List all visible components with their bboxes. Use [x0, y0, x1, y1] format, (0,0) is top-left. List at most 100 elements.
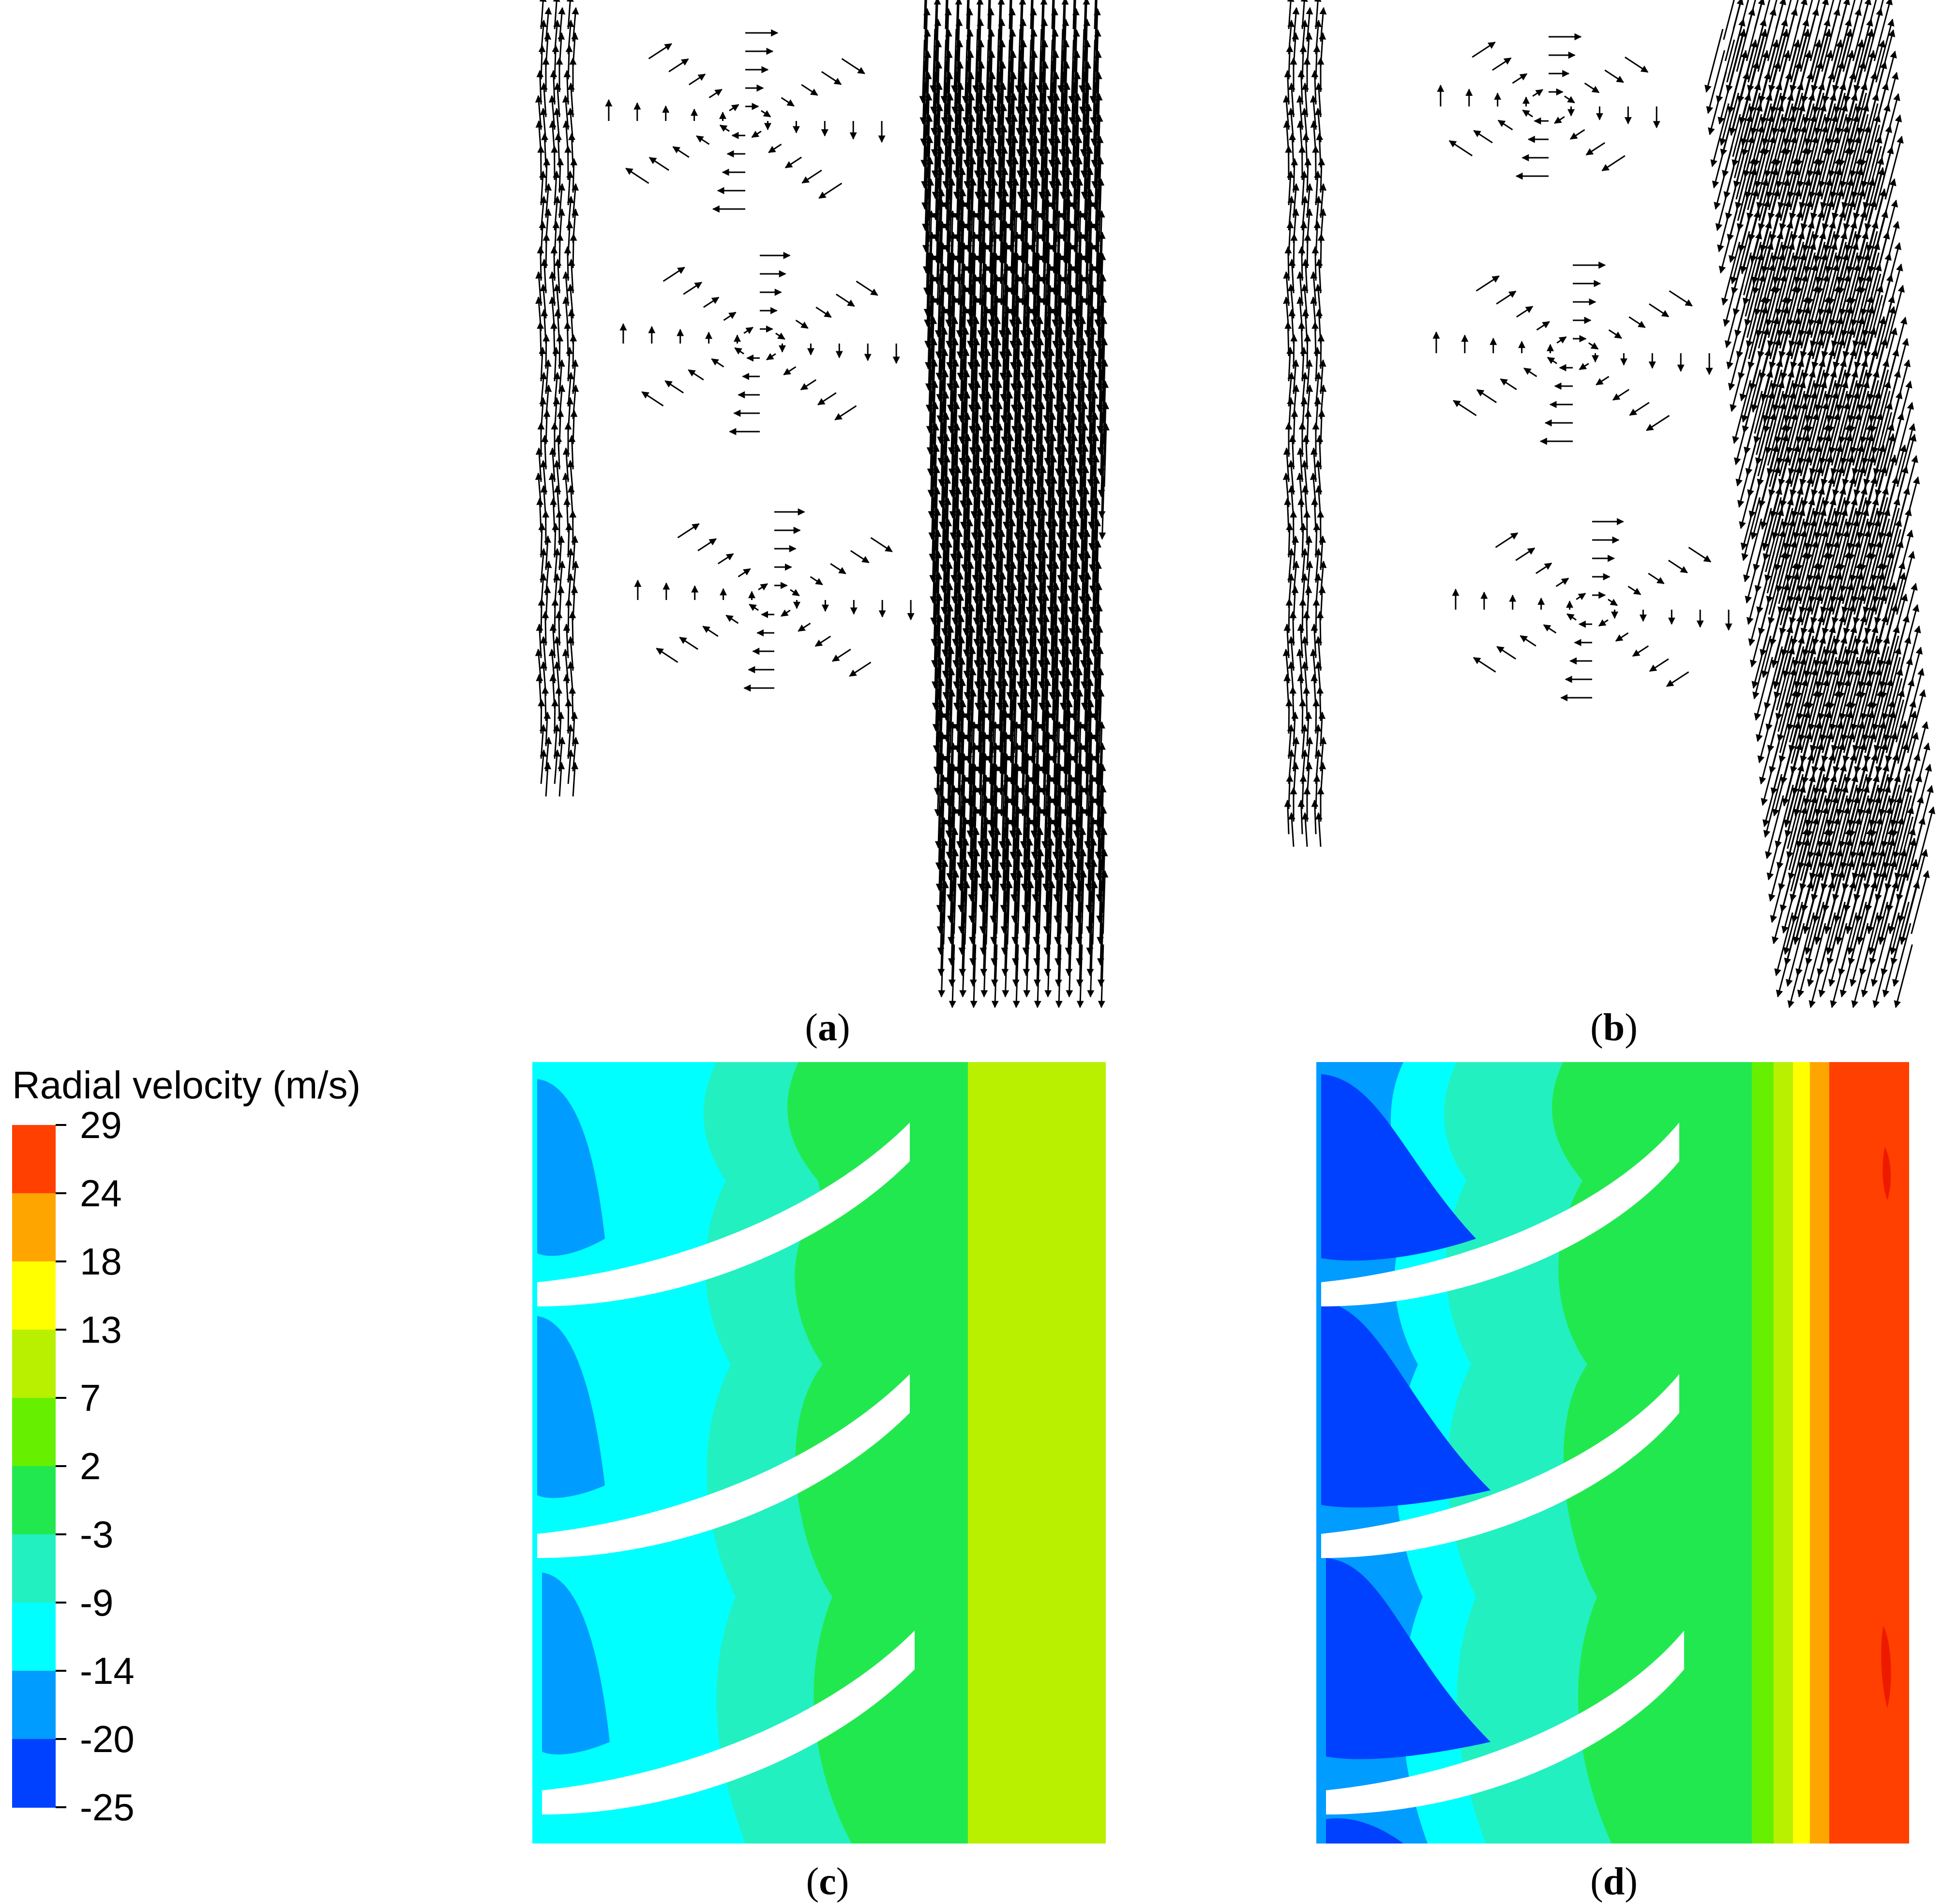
- velocity-vector: [540, 749, 547, 784]
- velocity-vector: [1097, 157, 1104, 221]
- velocity-vector: [625, 167, 649, 184]
- vector-field-a: [535, 0, 1110, 1008]
- velocity-vector: [1523, 367, 1537, 377]
- velocity-vector: [934, 40, 942, 104]
- legend-swatch: [12, 1193, 56, 1262]
- velocity-vector: [1304, 158, 1312, 193]
- velocity-vector: [1094, 29, 1101, 93]
- velocity-vector: [1797, 933, 1817, 998]
- velocity-vector: [679, 636, 698, 650]
- velocity-vector: [945, 0, 949, 51]
- velocity-vector: [925, 114, 933, 179]
- velocity-vector: [1085, 146, 1093, 210]
- velocity-vector: [976, 0, 984, 61]
- legend-tick-label: 7: [80, 1377, 101, 1419]
- velocity-vector: [537, 321, 544, 357]
- velocity-vector: [1008, 8, 1016, 72]
- velocity-vector: [936, 146, 944, 210]
- velocity-vector: [1916, 806, 1936, 870]
- velocity-vector: [979, 125, 987, 189]
- velocity-vector: [958, 125, 965, 189]
- velocity-vector: [1304, 233, 1311, 269]
- velocity-vector: [997, 0, 1005, 61]
- velocity-vector: [1522, 109, 1533, 118]
- velocity-vector: [1576, 593, 1586, 600]
- velocity-vector: [766, 353, 776, 360]
- velocity-vector: [1604, 69, 1624, 83]
- velocity-vector: [1894, 944, 1913, 1008]
- velocity-vector: [781, 97, 795, 107]
- velocity-vector: [1730, 72, 1750, 136]
- velocity-vector: [1752, 348, 1772, 413]
- velocity-vector: [936, 125, 944, 189]
- velocity-vector: [1794, 881, 1814, 945]
- velocity-vector: [1839, 933, 1859, 998]
- legend-tick-label: 13: [80, 1308, 122, 1351]
- velocity-vector: [1473, 130, 1493, 144]
- velocity-vector: [1010, 114, 1018, 179]
- velocity-vector: [1019, 0, 1026, 61]
- velocity-vector: [979, 104, 986, 168]
- velocity-vector: [945, 0, 948, 30]
- velocity-vector: [768, 143, 782, 153]
- velocity-vector: [999, 82, 1007, 147]
- velocity-vector: [702, 626, 719, 637]
- velocity-vector: [966, 0, 969, 30]
- velocity-vector: [1052, 72, 1060, 136]
- velocity-vector: [1052, 50, 1059, 115]
- velocity-vector: [1304, 334, 1311, 369]
- velocity-vector: [957, 104, 965, 168]
- velocity-vector: [1044, 199, 1052, 264]
- velocity-vector: [1596, 375, 1610, 386]
- velocity-vector: [1737, 444, 1757, 508]
- velocity-vector: [677, 523, 700, 539]
- velocity-vector: [569, 686, 576, 721]
- velocity-vector: [1020, 61, 1028, 125]
- velocity-vector: [936, 104, 944, 168]
- velocity-vector: [553, 749, 561, 784]
- velocity-vector: [783, 366, 797, 375]
- velocity-vector: [1837, 881, 1856, 945]
- velocity-vector: [1741, 210, 1761, 274]
- velocity-vector: [552, 523, 559, 558]
- velocity-vector: [1554, 116, 1565, 124]
- velocity-vector: [1520, 635, 1536, 647]
- velocity-vector: [923, 29, 931, 93]
- velocity-vector: [1002, 199, 1009, 264]
- velocity-vector: [1601, 155, 1626, 171]
- velocity-vector: [1043, 146, 1051, 210]
- velocity-vector: [1629, 402, 1650, 416]
- velocity-vector: [979, 146, 987, 210]
- velocity-vector: [978, 82, 986, 147]
- velocity-vector: [801, 169, 822, 184]
- velocity-vector: [795, 319, 809, 329]
- velocity-vector: [1745, 540, 1764, 604]
- velocity-vector: [989, 114, 997, 179]
- legend-tick-label: -25: [80, 1786, 135, 1829]
- legend-tick-label: -3: [80, 1513, 113, 1556]
- caption-d: (d): [1590, 1860, 1638, 1903]
- velocity-vector: [1492, 57, 1512, 71]
- velocity-vector: [967, 93, 975, 157]
- velocity-vector: [1851, 944, 1870, 1008]
- velocity-vector: [1083, 18, 1091, 83]
- velocity-vector: [1757, 699, 1777, 764]
- velocity-vector: [1019, 0, 1023, 40]
- velocity-vector: [1291, 158, 1298, 193]
- velocity-vector: [938, 221, 946, 285]
- velocity-vector: [1770, 859, 1789, 923]
- velocity-vector: [1825, 870, 1845, 934]
- velocity-vector: [990, 157, 998, 221]
- velocity-vector: [1868, 870, 1887, 934]
- velocity-vector: [1646, 415, 1670, 431]
- velocity-vector: [1808, 944, 1828, 1008]
- velocity-vector: [1723, 263, 1742, 327]
- velocity-vector: [708, 89, 723, 99]
- velocity-vector: [570, 158, 578, 193]
- legend-swatch: [12, 1603, 56, 1671]
- velocity-vector: [1063, 61, 1070, 125]
- velocity-vector: [556, 334, 564, 369]
- velocity-vector: [1536, 562, 1552, 574]
- velocity-vector: [751, 130, 762, 138]
- velocity-vector: [1072, 0, 1075, 30]
